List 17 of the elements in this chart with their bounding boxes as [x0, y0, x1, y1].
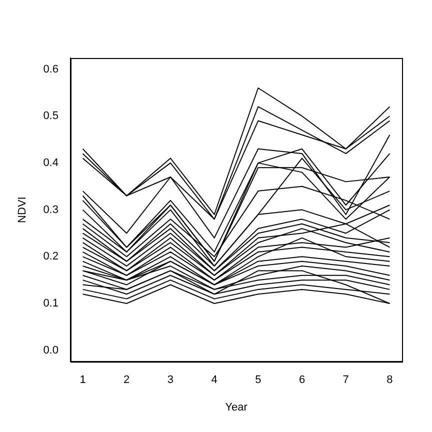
y-tick-label: 0.1	[43, 298, 58, 310]
y-tick-label: 0.3	[43, 204, 58, 216]
x-tick-label: 4	[211, 374, 218, 386]
x-tick-label: 2	[124, 374, 130, 386]
y-tick-label: 0.5	[43, 110, 58, 122]
y-tick-label: 0.2	[43, 250, 58, 263]
y-tick-label: 0.4	[43, 156, 58, 169]
x-axis-title: Year	[225, 401, 248, 414]
y-axis-title: NDVI	[16, 196, 29, 223]
x-tick-label: 7	[342, 374, 349, 386]
x-tick-label: 5	[255, 374, 262, 386]
y-tick-label: 0.0	[43, 344, 58, 356]
y-tick-label: 0.6	[43, 63, 58, 76]
x-tick-label: 1	[80, 374, 86, 386]
x-tick-label: 3	[167, 374, 174, 386]
x-tick-label: 8	[386, 374, 393, 386]
x-tick-label: 6	[298, 374, 306, 386]
